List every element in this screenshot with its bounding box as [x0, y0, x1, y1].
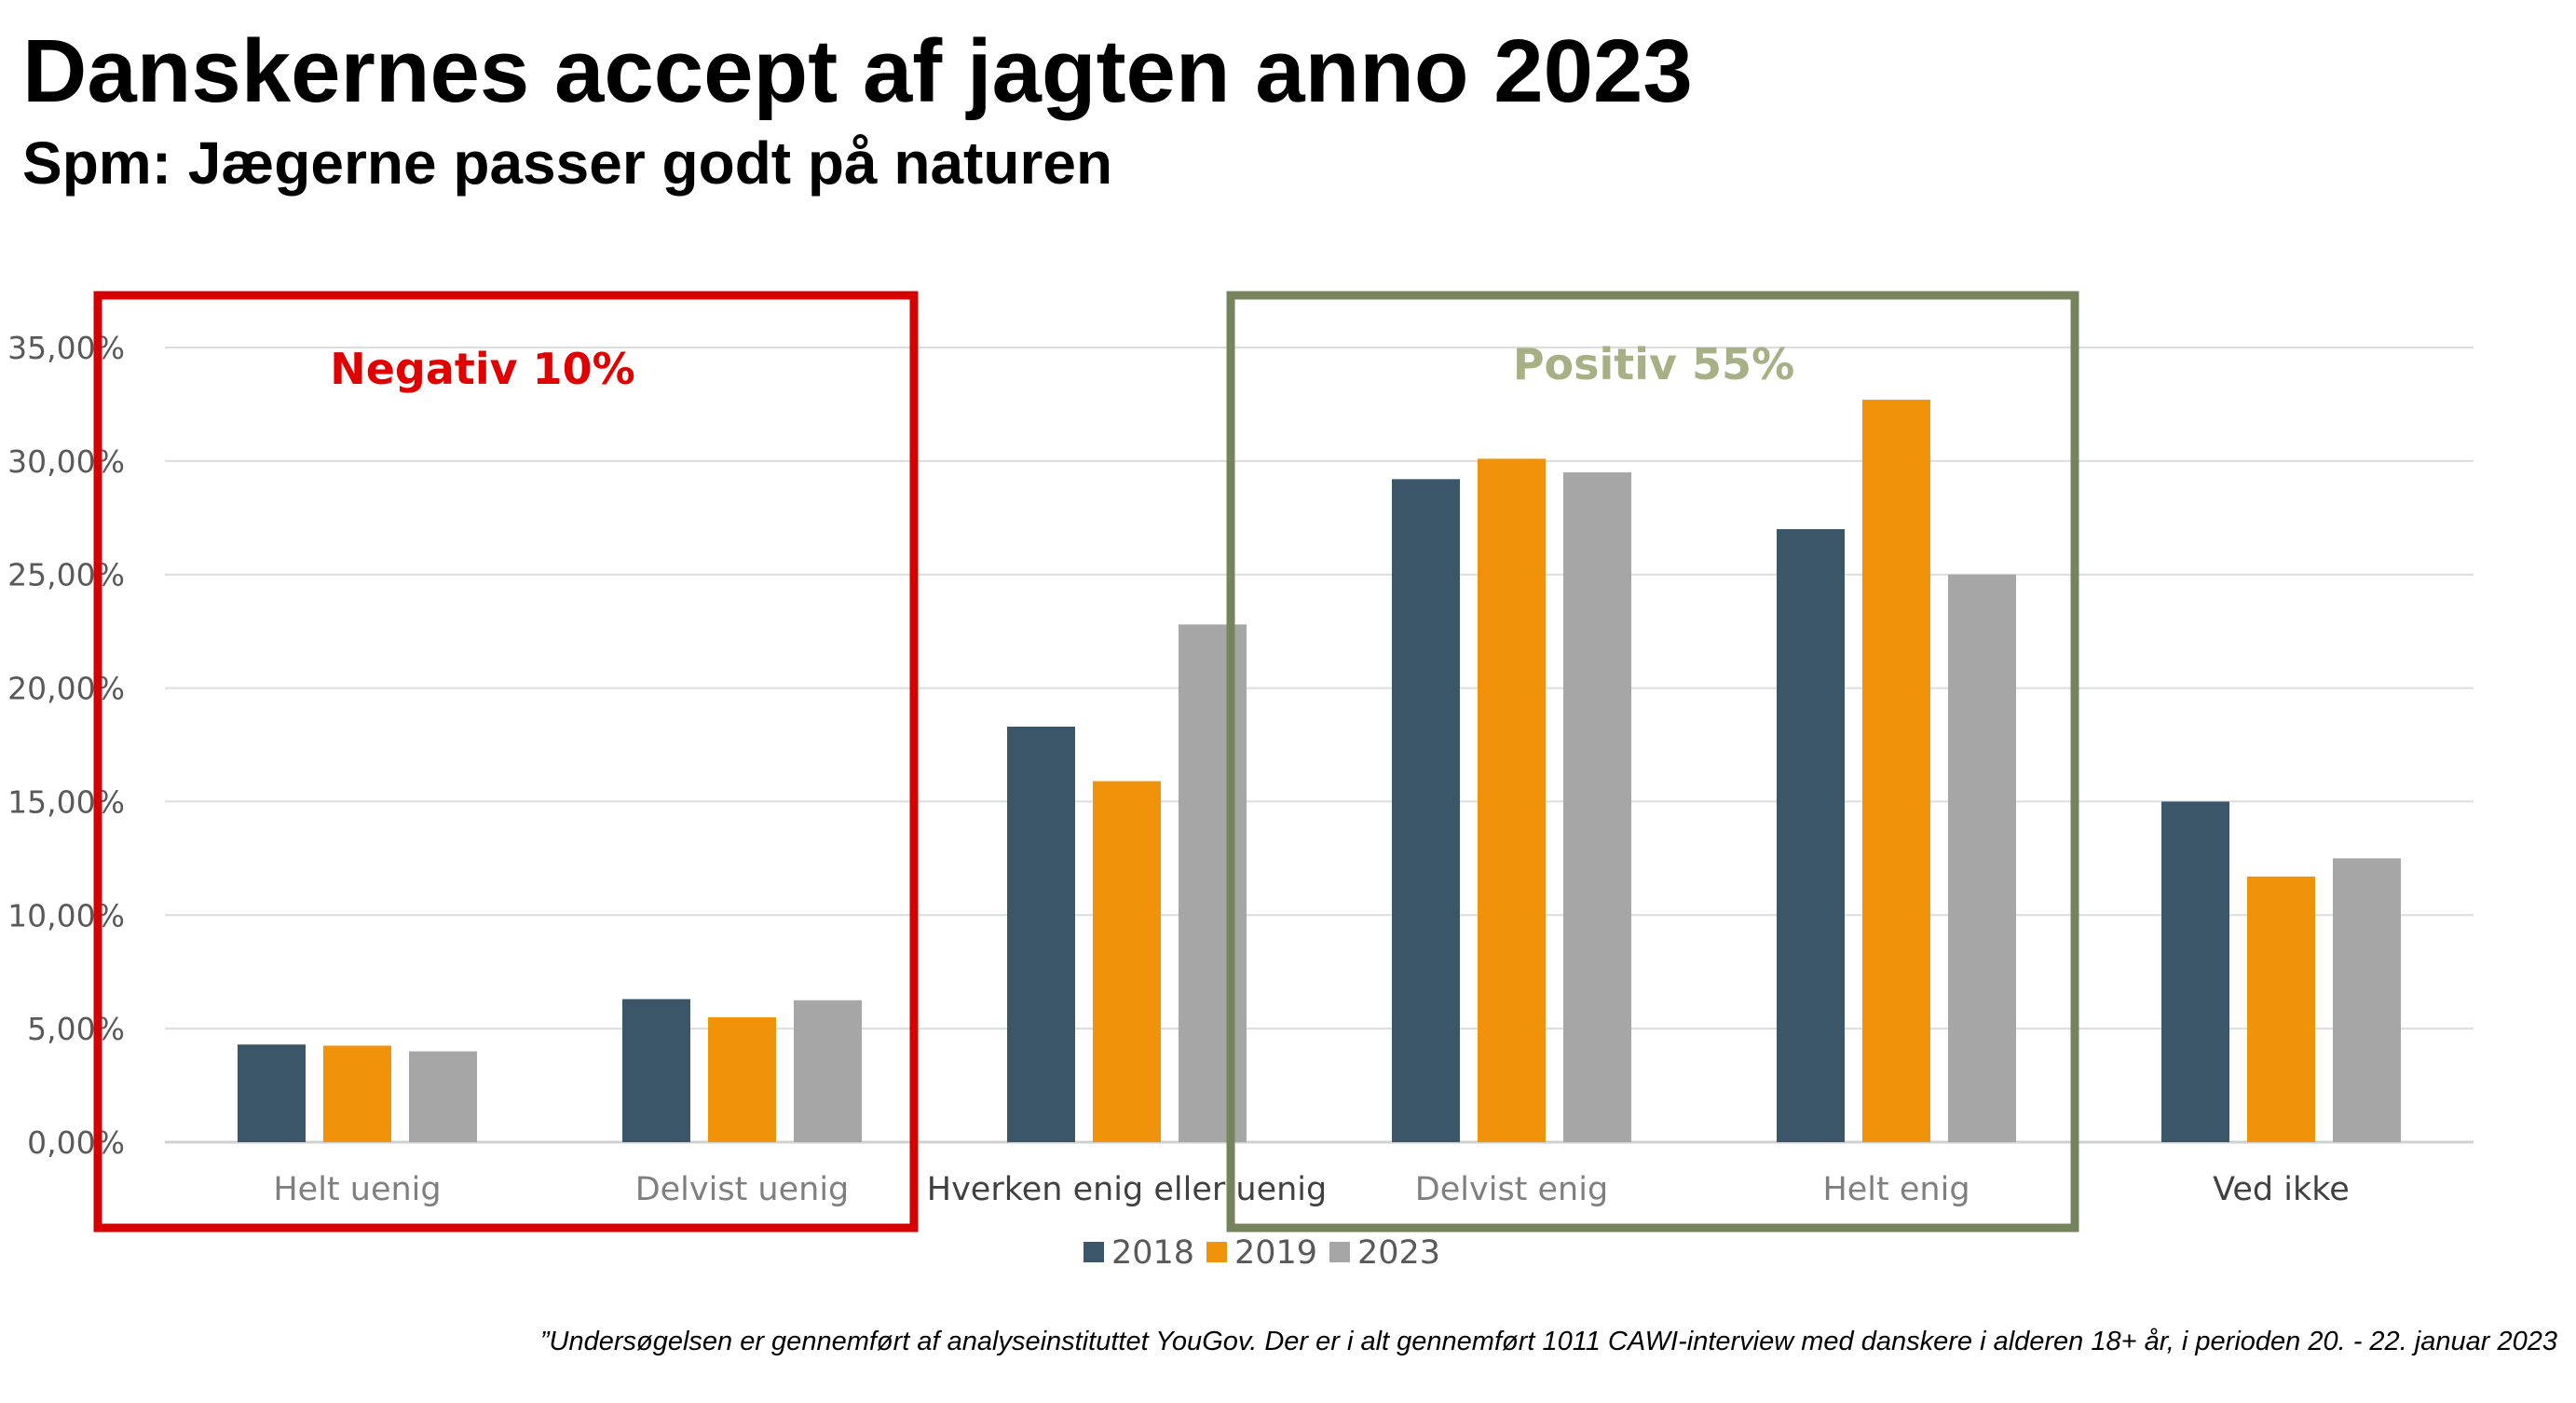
chart-subtitle: Spm: Jægerne passer godt på naturen: [22, 129, 1113, 197]
x-tick-label: Helt uenig: [273, 1171, 441, 1208]
legend-label-2023: 2023: [1357, 1234, 1440, 1272]
x-tick-label: Ved ikke: [2213, 1171, 2350, 1208]
negative-box: [93, 291, 919, 1233]
legend-label-2019: 2019: [1234, 1234, 1317, 1272]
legend-label-2018: 2018: [1111, 1234, 1194, 1272]
y-tick-label: 0,00%: [27, 1124, 125, 1161]
x-tick-label: Delvist enig: [1415, 1171, 1608, 1208]
y-tick-label: 30,00%: [7, 443, 125, 480]
bar-2018: [1392, 479, 1460, 1142]
bar-2019: [323, 1045, 391, 1142]
bar-2019: [708, 1016, 776, 1142]
bar-2019: [2247, 876, 2315, 1142]
legend: 2018 2019 2023: [1084, 1234, 1440, 1272]
bar-2023: [2333, 858, 2401, 1142]
y-tick-label: 15,00%: [7, 783, 125, 820]
bar-2018: [238, 1044, 306, 1142]
bar-2019: [1478, 458, 1546, 1142]
bar-2023: [1179, 624, 1247, 1142]
positive-callout: Positiv 55%: [1513, 339, 1794, 389]
x-axis: Helt uenig Delvist uenig Hverken enig elle…: [273, 1171, 2349, 1208]
bars: [238, 400, 2401, 1142]
positive-box: [1226, 291, 2079, 1233]
bar-2018: [622, 999, 690, 1142]
bar-2019: [1862, 400, 1930, 1142]
bar-2018: [2161, 801, 2229, 1142]
x-tick-label: Delvist uenig: [635, 1171, 850, 1208]
legend-swatch-2019: [1206, 1242, 1227, 1262]
bar-2019: [1093, 781, 1161, 1142]
footnote: ”Undersøgelsen er gennemført af analysei…: [539, 1327, 2557, 1356]
y-tick-label: 20,00%: [7, 671, 125, 707]
bar-2018: [1007, 727, 1075, 1142]
y-tick-label: 25,00%: [7, 557, 125, 593]
y-tick-label: 35,00%: [7, 330, 125, 366]
chart-title: Danskernes accept af jagten anno 2023: [22, 21, 1693, 121]
bar-2023: [409, 1051, 477, 1142]
legend-swatch-2023: [1329, 1242, 1350, 1262]
x-tick-label: Hverken enig eller uenig: [927, 1171, 1327, 1208]
gridlines: [165, 347, 2474, 1144]
legend-swatch-2018: [1084, 1242, 1104, 1262]
y-tick-label: 5,00%: [27, 1011, 125, 1047]
y-axis: 0,00% 5,00% 10,00% 15,00% 20,00% 25,00% 30,00%…: [7, 330, 125, 1161]
bar-2023: [794, 1000, 862, 1142]
negative-callout: Negativ 10%: [330, 344, 635, 394]
x-tick-label: Helt enig: [1822, 1171, 1969, 1208]
bar-2023: [1563, 472, 1631, 1142]
y-tick-label: 10,00%: [7, 897, 125, 933]
bar-2018: [1777, 528, 1845, 1142]
bar-2023: [1948, 574, 2016, 1142]
